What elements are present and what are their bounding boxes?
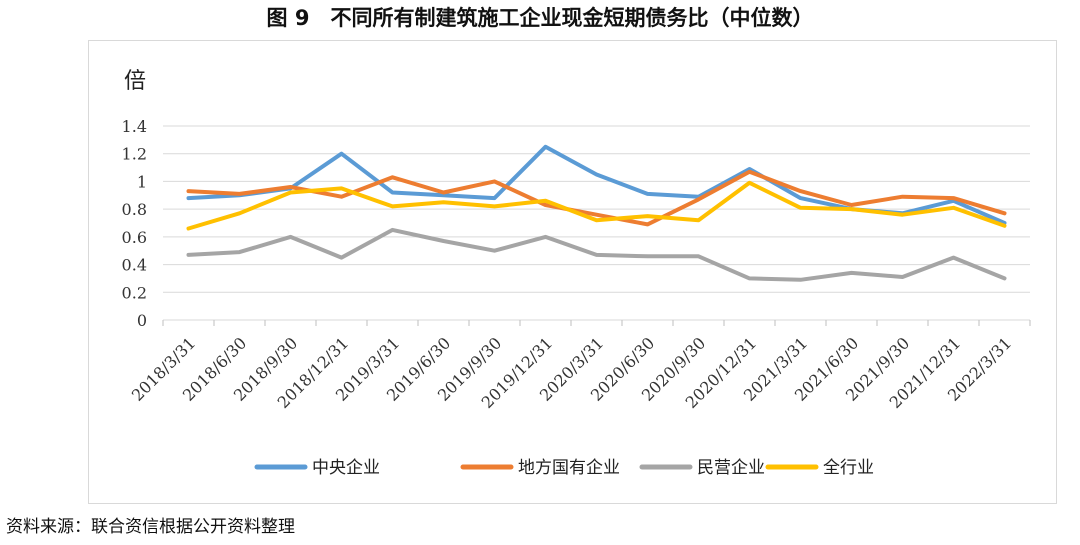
series-line-1 — [186, 169, 1007, 227]
y-tick-label: 1 — [137, 172, 147, 191]
y-tick-label: 0 — [137, 311, 147, 330]
series-line-2 — [186, 227, 1007, 282]
chart-frame — [88, 40, 1057, 504]
source-note: 资料来源：联合资信根据公开资料整理 — [6, 517, 295, 537]
legend-label-2: 民营企业 — [697, 458, 765, 478]
y-axis-label: 倍 — [124, 69, 146, 94]
y-tick-label: 0.8 — [122, 200, 147, 219]
legend-label-1: 地方国有企业 — [518, 458, 620, 478]
legend-label-3: 全行业 — [823, 458, 874, 478]
y-tick-label: 1.4 — [122, 117, 147, 136]
y-tick-label: 1.2 — [122, 145, 147, 164]
page-title: 图 9 不同所有制建筑施工企业现金短期债务比（中位数） — [266, 6, 814, 30]
y-tick-label: 0.2 — [122, 283, 147, 302]
y-tick-label: 0.4 — [122, 256, 147, 275]
y-tick-label: 0.6 — [122, 228, 147, 247]
legend-label-0: 中央企业 — [312, 458, 380, 478]
series-line-3 — [186, 180, 1007, 231]
